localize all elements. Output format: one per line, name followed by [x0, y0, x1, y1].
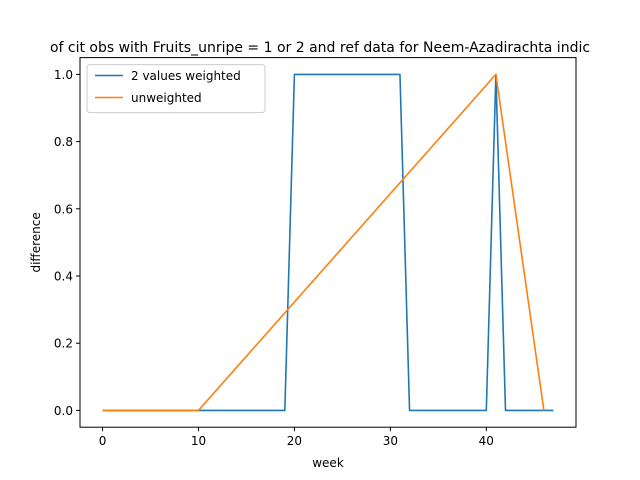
y-tick-label: 0.6: [54, 202, 73, 216]
x-axis-label: week: [312, 456, 344, 470]
x-tick-label: 20: [287, 434, 302, 448]
series-line-1: [102, 73, 545, 412]
y-tick-label: 0.4: [54, 270, 73, 284]
series-layer: [102, 73, 554, 412]
legend-box: [86, 64, 266, 114]
y-axis-label: difference: [29, 212, 43, 272]
plot-area-frame: [79, 57, 577, 428]
y-tick-label: 0.8: [54, 135, 73, 149]
y-tick-label: 1.0: [54, 68, 73, 82]
x-axis-ticks: 0 10 20 30 40: [99, 427, 494, 448]
x-tick-label: 0: [99, 434, 107, 448]
y-axis-ticks: 0.0 0.2 0.4 0.6 0.8 1.0: [54, 68, 80, 418]
x-tick-label: 10: [191, 434, 206, 448]
legend-label-unweighted: unweighted: [131, 91, 202, 105]
legend: 2 values weighted unweighted: [86, 64, 266, 114]
y-tick-label: 0.2: [54, 337, 73, 351]
y-tick-label: 0.0: [54, 404, 73, 418]
legend-label-weighted: 2 values weighted: [131, 69, 241, 83]
x-tick-label: 30: [383, 434, 398, 448]
series-line-0: [102, 73, 554, 412]
chart-title: of cit obs with Fruits_unripe = 1 or 2 a…: [50, 40, 590, 56]
x-tick-label: 40: [479, 434, 494, 448]
